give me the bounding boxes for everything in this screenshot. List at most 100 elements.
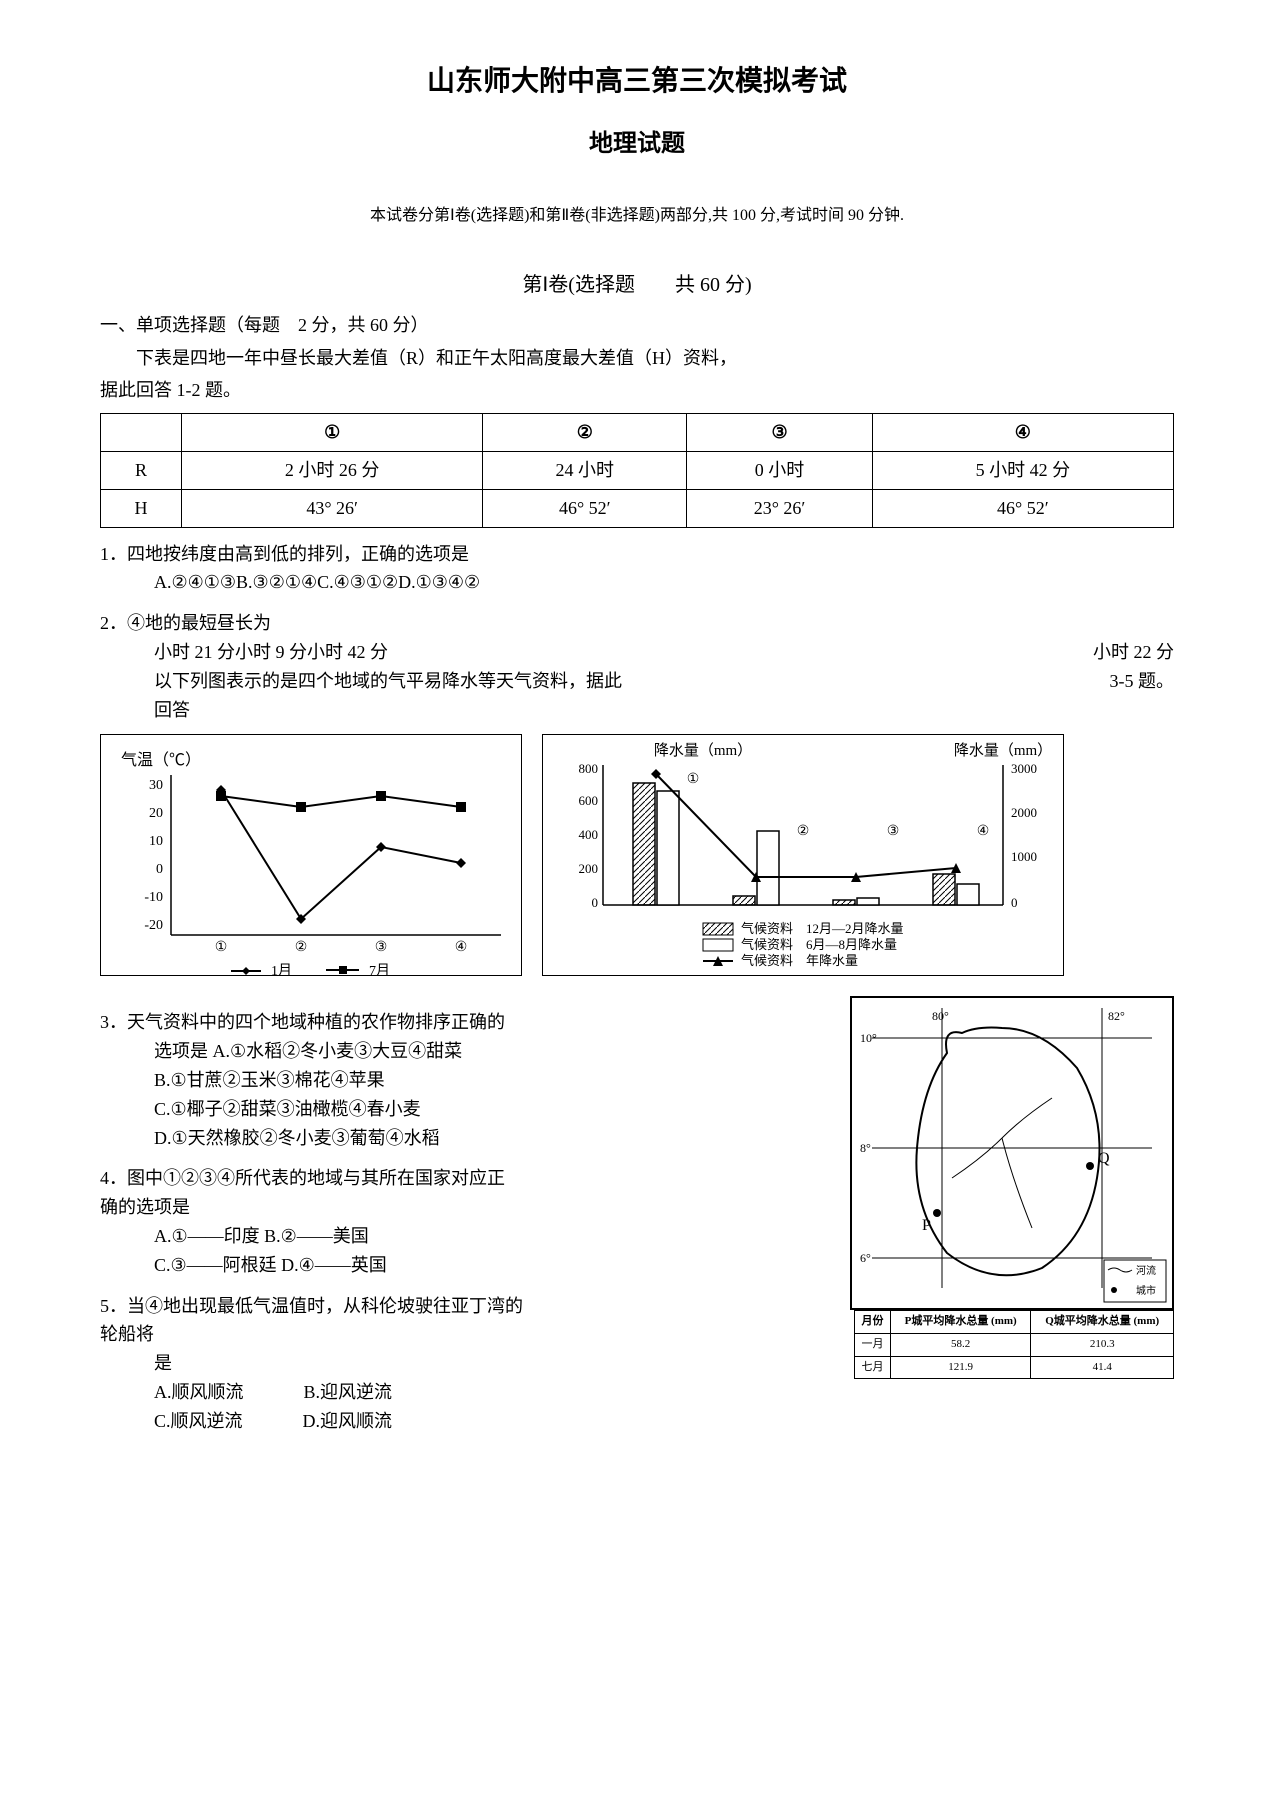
q1: 1．四地按纬度由高到低的排列，正确的选项是 A.②④①③B.③②①④C.④③①②… — [100, 540, 1174, 598]
map-legend-box — [1104, 1260, 1166, 1302]
q2-line3: 回答 — [154, 696, 1174, 725]
exam-instructions: 本试卷分第Ⅰ卷(选择题)和第Ⅱ卷(非选择题)两部分,共 100 分,考试时间 9… — [100, 203, 1174, 229]
q2-line2-right: 3-5 题。 — [1110, 667, 1175, 696]
q3-a: 选项是 A.①水稻②冬小麦③大豆④甜菜 — [154, 1037, 830, 1066]
th: ① — [182, 414, 483, 452]
table-row: 一月 58.2 210.3 — [855, 1333, 1174, 1356]
td: 210.3 — [1031, 1333, 1174, 1356]
th: Q城平均降水总量 (mm) — [1031, 1311, 1174, 1334]
river — [1002, 1098, 1052, 1138]
td: 46° 52′ — [872, 489, 1173, 527]
th: 月份 — [855, 1311, 891, 1334]
rtick: 1000 — [1011, 849, 1037, 864]
city-icon — [1111, 1287, 1117, 1293]
q1-opts: A.②④①③B.③②①④C.④③①②D.①③④② — [154, 568, 1174, 597]
city-q — [1086, 1162, 1094, 1170]
td: 七月 — [855, 1356, 891, 1379]
label-q: Q — [1098, 1150, 1110, 1167]
section-1-header: 第Ⅰ卷(选择题 共 60 分) — [100, 269, 1174, 301]
ytick: -10 — [144, 890, 163, 905]
q5-shi: 是 — [154, 1349, 830, 1378]
map-legend-river: 河流 — [1136, 1264, 1156, 1277]
td: 一月 — [855, 1333, 891, 1356]
th — [101, 414, 182, 452]
xlabel: ② — [797, 824, 810, 839]
bars — [633, 783, 979, 905]
ytick: 20 — [149, 806, 163, 821]
title-main: 山东师大附中高三第三次模拟考试 — [100, 60, 1174, 105]
td: 46° 52′ — [483, 489, 687, 527]
ltick: 600 — [579, 793, 599, 808]
q5-stem2: 轮船将 — [100, 1320, 830, 1349]
xlabel: ② — [295, 940, 308, 955]
q5: 5．当④地出现最低气温值时，从科伦坡驶往亚丁湾的 轮船将 是 A.顺风顺流 B.… — [100, 1292, 830, 1436]
precip-legend: 气候资料 12月—2月降水量 气候资料 6月—8月降水量 气候资料 年降水量 — [703, 921, 904, 968]
xlabel: ③ — [887, 824, 900, 839]
td: 41.4 — [1031, 1356, 1174, 1379]
xlabel: ④ — [977, 824, 990, 839]
q3-stem: 3．天气资料中的四个地域种植的农作物排序正确的 — [100, 1008, 830, 1037]
jan-markers — [216, 785, 466, 924]
precip-right-title: 降水量（mm） — [954, 742, 1052, 759]
q3-b: B.①甘蔗②玉米③棉花④苹果 — [154, 1066, 830, 1095]
lat-label: 10° — [860, 1031, 877, 1045]
q4: 4．图中①②③④所代表的地域与其所在国家对应正 确的选项是 A.①——印度 B.… — [100, 1164, 830, 1279]
q1-stem: 1．四地按纬度由高到低的排列，正确的选项是 — [100, 540, 1174, 569]
q5-stem: 5．当④地出现最低气温值时，从科伦坡驶往亚丁湾的 — [100, 1292, 830, 1321]
temp-axis-title: 气温（℃） — [121, 751, 201, 769]
q4-stem: 4．图中①②③④所代表的地域与其所在国家对应正 — [100, 1164, 830, 1193]
q2: 2．④地的最短昼长为 小时 21 分小时 9 分小时 42 分 小时 22 分 … — [100, 609, 1174, 724]
ltick: 200 — [579, 861, 599, 876]
td: 58.2 — [890, 1333, 1030, 1356]
intro-1-2b: 据此回答 1-2 题。 — [100, 376, 1174, 405]
ytick: 30 — [149, 778, 163, 793]
svg-text:气候资料 12月—2月降水量: 气候资料 12月—2月降水量 — [741, 921, 904, 936]
xlabel: ① — [215, 940, 228, 955]
part1-heading: 一、单项选择题（每题 2 分，共 60 分） — [100, 311, 1174, 340]
td: 23° 26′ — [687, 489, 872, 527]
q4-ab: A.①——印度 B.②——美国 — [154, 1222, 830, 1251]
charts-row: 气温（℃） 30 20 10 0 -10 -20 ① ② ③ ④ — [100, 734, 1174, 976]
ltick: 400 — [579, 827, 599, 842]
city-p — [933, 1209, 941, 1217]
th: P城平均降水总量 (mm) — [890, 1311, 1030, 1334]
q5-c: C.顺风逆流 — [154, 1407, 243, 1436]
q4-stem2: 确的选项是 — [100, 1193, 830, 1222]
river — [1002, 1138, 1032, 1228]
lat-label: 6° — [860, 1251, 871, 1265]
td: 24 小时 — [483, 451, 687, 489]
th: ② — [483, 414, 687, 452]
q4-cd: C.③——阿根廷 D.④——英国 — [154, 1251, 830, 1280]
th: ④ — [872, 414, 1173, 452]
td: 5 小时 42 分 — [872, 451, 1173, 489]
ytick: 0 — [156, 862, 163, 877]
td: 2 小时 26 分 — [182, 451, 483, 489]
table-row: 七月 121.9 41.4 — [855, 1356, 1174, 1379]
table-row: R 2 小时 26 分 24 小时 0 小时 5 小时 42 分 — [101, 451, 1174, 489]
ltick: 0 — [592, 895, 599, 910]
q5-d: D.迎风顺流 — [303, 1407, 393, 1436]
temperature-chart: 气温（℃） 30 20 10 0 -10 -20 ① ② ③ ④ — [100, 734, 522, 976]
q2-stem: 2．④地的最短昼长为 — [100, 609, 1174, 638]
svg-text:气候资料 6月—8月降水量: 气候资料 6月—8月降水量 — [741, 937, 897, 952]
temp-legend: 1月 7月 — [231, 963, 390, 976]
title-sub: 地理试题 — [100, 125, 1174, 163]
map-column: 80° 82° 10° 8° 6° P Q 河流 城市 月份 — [850, 996, 1174, 1379]
pq-precip-table: 月份 P城平均降水总量 (mm) Q城平均降水总量 (mm) 一月 58.2 2… — [854, 1310, 1174, 1379]
td: 121.9 — [890, 1356, 1030, 1379]
xlabel: ① — [687, 772, 700, 787]
island-outline — [916, 1028, 1099, 1276]
jul-line — [221, 796, 461, 807]
lon-label: 82° — [1108, 1009, 1125, 1023]
intro-1-2: 下表是四地一年中昼长最大差值（R）和正午太阳高度最大差值（H）资料， — [100, 344, 1174, 373]
q3-c: C.①椰子②甜菜③油橄榄④春小麦 — [154, 1095, 830, 1124]
th: ③ — [687, 414, 872, 452]
q3-d: D.①天然橡胶②冬小麦③葡萄④水稻 — [154, 1124, 830, 1153]
rtick: 3000 — [1011, 761, 1037, 776]
precip-chart: 降水量（mm） 降水量（mm） 800 600 400 200 0 3000 2… — [542, 734, 1064, 976]
q2-line1-left: 小时 21 分小时 9 分小时 42 分 — [154, 638, 388, 667]
td: R — [101, 451, 182, 489]
label-p: P — [922, 1217, 931, 1234]
lon-label: 80° — [932, 1009, 949, 1023]
table-row: ① ② ③ ④ — [101, 414, 1174, 452]
